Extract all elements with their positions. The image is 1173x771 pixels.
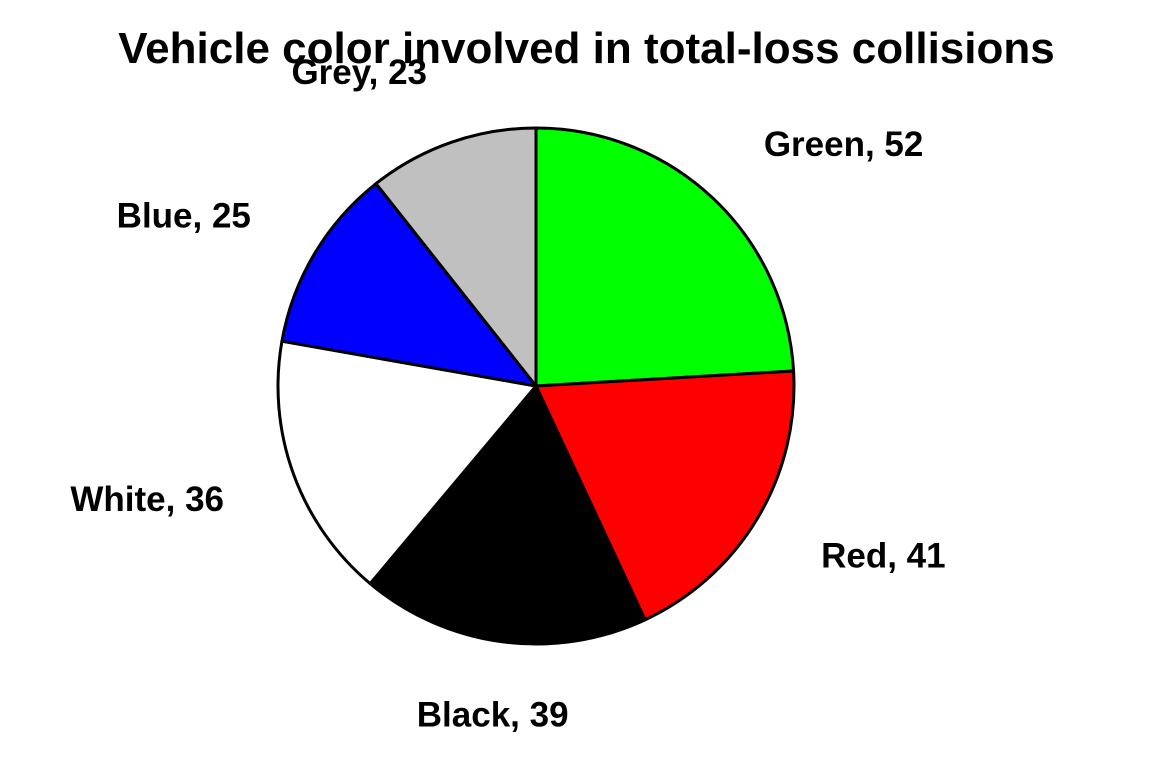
pie-label-white: White, 36 [70, 480, 224, 519]
pie-label-black: Black, 39 [417, 696, 569, 735]
pie-slices [276, 126, 796, 646]
pie-slice-white [276, 339, 538, 586]
pie-slice-blue [280, 182, 538, 388]
pie-label-red: Red, 41 [821, 537, 946, 576]
pie-slice-green [534, 126, 796, 388]
pie-slice-red [534, 369, 796, 622]
pie-slice-grey [374, 126, 538, 388]
pie-label-grey: Grey, 23 [291, 53, 427, 92]
pie-labels: Green, 52 Red, 41 Black, 39 White, 36 Blue, … [70, 53, 945, 735]
chart-title: Vehicle color involved in total-loss col… [118, 24, 1055, 73]
pie-slice-black [368, 384, 647, 646]
pie-label-green: Green, 52 [764, 125, 924, 164]
pie-label-blue: Blue, 25 [117, 196, 251, 235]
